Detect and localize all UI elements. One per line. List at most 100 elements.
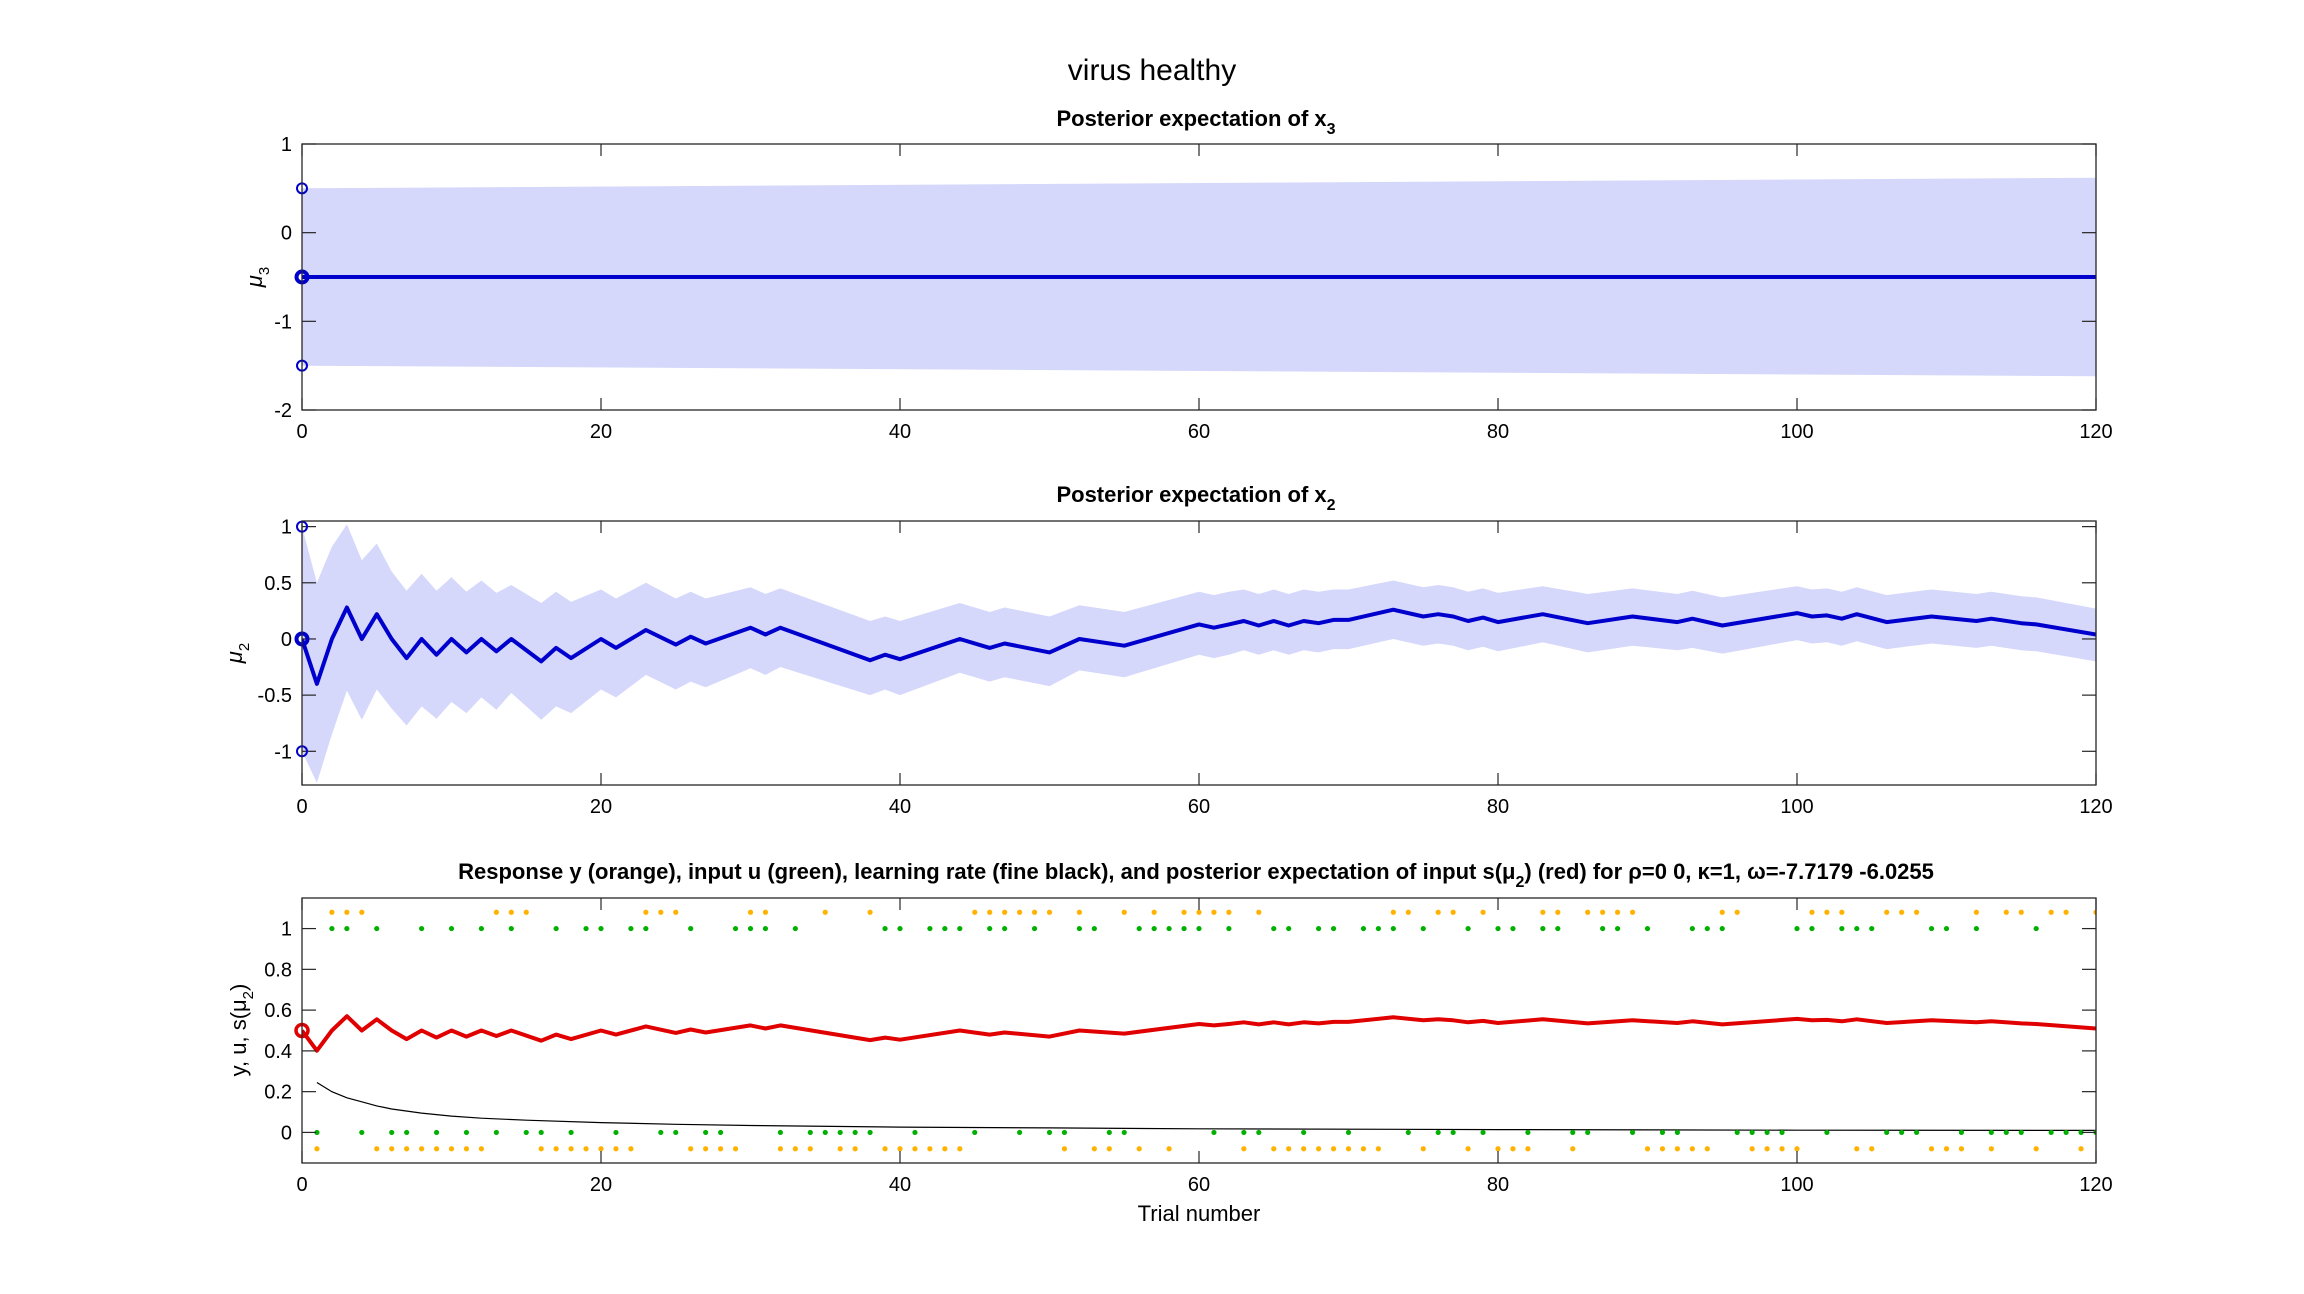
response-y-dot [1211,909,1217,915]
input-u-dot [927,925,933,932]
input-u-dot [703,1129,709,1136]
input-u-dot [1884,1129,1890,1136]
x3-xtick-label: 100 [1780,421,1813,443]
response-y-dot [1958,1146,1965,1152]
response-xtick-label: 40 [889,1174,911,1196]
panel-x3-title: Posterior expectation of x3 [1056,106,1335,138]
input-u-dot [882,925,888,932]
input-u-dot [508,925,514,932]
input-u-dot [1600,925,1606,932]
input-u-dot [1420,925,1426,932]
response-y-dot [1166,1146,1172,1152]
response-y-dot [568,1146,574,1152]
panel-response-ylabel: y, u, s(μ2) [226,984,257,1077]
response-y-dot [478,1146,484,1152]
x3-xtick-label: 40 [889,421,911,443]
response-y-dot [374,1146,380,1152]
response-y-dot [329,909,335,915]
response-y-dot [703,1146,709,1152]
input-u-dot [972,1129,978,1136]
response-y-dot [747,909,754,915]
panel-x3-axes-box [301,143,2097,411]
input-u-dot [583,925,589,932]
input-u-dot [1704,925,1710,932]
response-y-dot [1659,1146,1666,1152]
input-u-dot [523,1129,529,1136]
x2-ytick-label: 0 [281,629,292,651]
response-y-dot [1555,909,1561,915]
response-y-dot [314,1146,320,1152]
response-y-dot [1435,909,1441,915]
response-y-dot [867,909,873,915]
input-u-dot [314,1129,320,1136]
response-y-dot [389,1146,395,1152]
input-u-dot [1928,925,1935,932]
panel-x2-axes-box [301,520,2097,786]
response-y-dot [1091,1146,1097,1152]
response-y-dot [1510,1146,1516,1152]
input-u-dot [1360,925,1367,932]
response-y-dot [538,1146,544,1152]
response-y-dot [732,1146,739,1152]
input-u-dot [852,1129,858,1136]
input-u-dot [598,925,604,932]
panel-x2-ylabel: μ2 [222,643,253,664]
response-y-dot [1405,909,1411,915]
input-u-dot [987,925,993,932]
response-ytick-label: 0.6 [264,1000,292,1022]
response-y-dot [1943,1146,1950,1152]
input-u-dot [344,925,350,932]
response-y-dot [718,1146,724,1152]
input-u-dot [1405,1129,1411,1136]
x2-xtick-label: 80 [1487,796,1509,818]
input-u-dot [1988,1129,1994,1136]
input-u-dot [1809,925,1815,932]
x2-xtick-label: 40 [889,796,911,818]
x2-xtick-label: 120 [2079,796,2112,818]
input-u-dot [1031,925,1038,932]
input-u-dot [1629,1129,1636,1136]
input-u-dot [374,925,380,932]
input-u-dot [688,925,694,932]
response-y-dot [583,1146,589,1152]
input-u-dot [1973,925,1979,932]
response-xtick-label: 60 [1188,1174,1210,1196]
response-y-dot [1420,1146,1426,1152]
response-ytick-label: 0.8 [264,959,292,981]
response-y-dot [1360,1146,1367,1152]
input-u-dot [1480,1129,1486,1136]
input-u-dot [1719,925,1725,932]
response-y-dot [404,1146,410,1152]
response-plot-area [302,909,2096,1152]
response-y-dot [1330,1146,1337,1152]
input-u-dot [1390,925,1396,932]
input-u-dot [1465,925,1471,932]
input-u-dot [433,1129,440,1136]
response-y-dot [1480,909,1486,915]
response-y-dot [673,909,679,915]
input-u-dot [463,1129,470,1136]
input-u-dot [448,925,455,932]
input-u-dot [777,1129,784,1136]
response-y-dot [1809,909,1815,915]
response-xtick-label: 120 [2079,1174,2112,1196]
input-u-dot [1689,925,1695,932]
input-u-dot [942,925,948,932]
response-y-dot [1226,909,1232,915]
input-u-dot [1899,1129,1905,1136]
input-u-dot [912,1129,918,1136]
input-u-dot [1615,925,1621,932]
response-y-dot [1629,909,1636,915]
response-y-dot [777,1146,784,1152]
input-u-dot [1151,925,1157,932]
response-y-dot [897,1146,903,1152]
response-y-dot [942,1146,948,1152]
response-y-dot [1301,1146,1307,1152]
input-u-dot [747,925,754,932]
input-u-dot [538,1129,544,1136]
input-u-dot [1510,925,1516,932]
x3-xtick-label: 0 [296,421,307,443]
input-u-dot [658,1129,664,1136]
input-u-dot [1002,925,1008,932]
x2-ytick-label: 0.5 [264,573,292,595]
